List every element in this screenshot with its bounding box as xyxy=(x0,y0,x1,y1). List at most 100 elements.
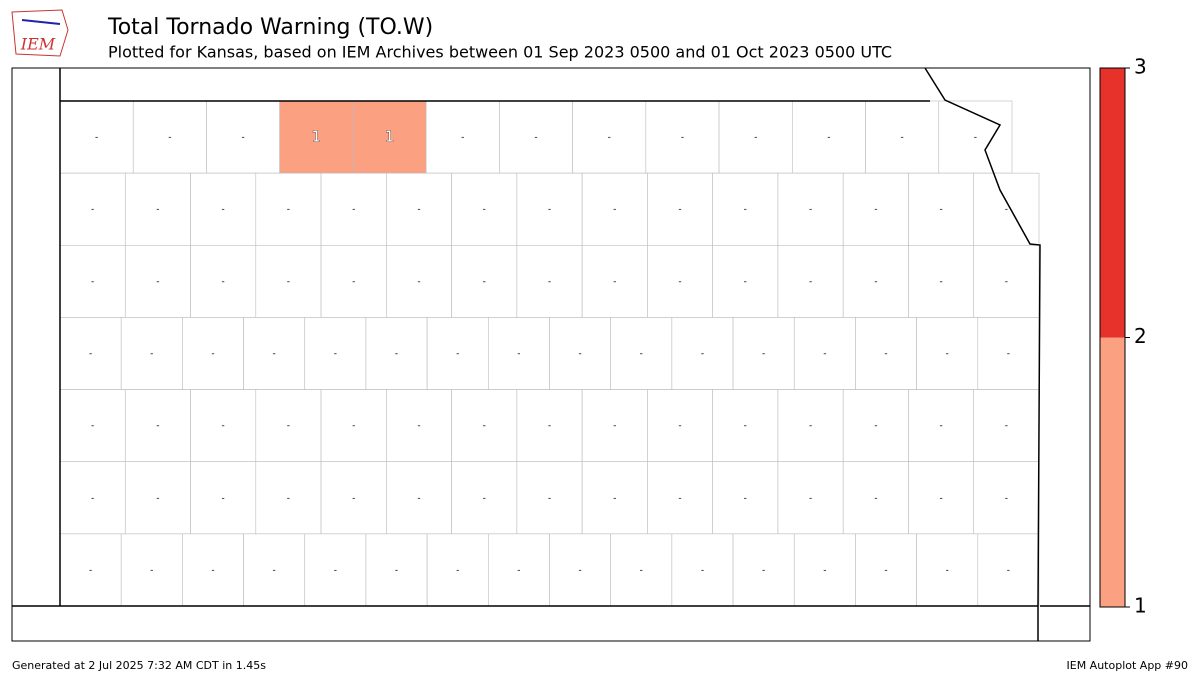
county-label: - xyxy=(91,493,94,503)
county xyxy=(865,100,940,174)
county xyxy=(206,100,280,174)
county xyxy=(908,244,975,318)
county xyxy=(124,172,191,246)
county-label: - xyxy=(168,133,171,143)
county-label: - xyxy=(744,277,747,287)
county-label: - xyxy=(156,277,159,287)
county xyxy=(572,100,647,174)
county xyxy=(610,317,673,390)
county-label: - xyxy=(156,205,159,215)
county xyxy=(124,461,191,535)
county xyxy=(793,533,856,607)
county xyxy=(320,461,387,535)
county xyxy=(855,317,917,390)
county xyxy=(365,317,428,390)
county-label: - xyxy=(744,493,747,503)
county xyxy=(647,244,713,318)
county xyxy=(777,461,844,535)
county-label: - xyxy=(334,349,337,359)
county xyxy=(190,172,257,246)
county-label: - xyxy=(874,421,877,431)
county-label: - xyxy=(91,277,94,287)
county xyxy=(647,389,713,463)
county xyxy=(426,533,489,607)
county-label: - xyxy=(874,277,877,287)
county xyxy=(516,461,583,535)
county xyxy=(973,244,1040,318)
logo-text: IEM xyxy=(20,35,56,54)
county xyxy=(255,389,322,463)
county-label: - xyxy=(91,205,94,215)
county xyxy=(499,100,573,174)
county-label: - xyxy=(287,205,290,215)
county-label: - xyxy=(417,205,420,215)
county-label: - xyxy=(222,421,225,431)
county xyxy=(182,317,244,390)
county xyxy=(916,317,979,390)
county-label: - xyxy=(946,565,949,575)
map-frame xyxy=(11,67,1091,642)
county xyxy=(386,461,452,535)
county-label: - xyxy=(1005,205,1008,215)
county-label: - xyxy=(287,421,290,431)
county-label: - xyxy=(613,421,616,431)
county xyxy=(255,461,322,535)
county-label: - xyxy=(823,349,826,359)
county-label: - xyxy=(678,277,681,287)
county xyxy=(549,317,611,390)
title: Total Tornado Warning (TO.W) xyxy=(107,15,433,40)
county-label: - xyxy=(417,493,420,503)
county-label: - xyxy=(352,277,355,287)
county xyxy=(59,461,126,535)
county-label: - xyxy=(681,133,684,143)
county-label: - xyxy=(1005,493,1008,503)
county-label: - xyxy=(156,493,159,503)
county xyxy=(451,244,518,318)
county-label: - xyxy=(1007,349,1010,359)
county xyxy=(243,533,306,607)
county xyxy=(304,533,367,607)
county xyxy=(792,100,866,174)
county xyxy=(516,172,583,246)
county-label: - xyxy=(678,421,681,431)
county-label: - xyxy=(150,565,153,575)
county-label: - xyxy=(939,277,942,287)
county xyxy=(59,172,126,246)
county-label: - xyxy=(461,133,464,143)
county-label: - xyxy=(287,277,290,287)
county-label: - xyxy=(456,349,459,359)
county xyxy=(279,100,354,174)
county-label: - xyxy=(901,133,904,143)
colorbar-tick-label: 1 xyxy=(1134,594,1147,618)
county-label: - xyxy=(273,349,276,359)
county xyxy=(581,172,648,246)
county-label: - xyxy=(1005,421,1008,431)
county-label: - xyxy=(809,205,812,215)
county-label: - xyxy=(939,205,942,215)
county xyxy=(647,172,713,246)
county xyxy=(451,172,518,246)
county-label: - xyxy=(483,277,486,287)
county xyxy=(124,389,191,463)
county xyxy=(120,533,183,607)
county xyxy=(977,317,1040,390)
county-label: - xyxy=(946,349,949,359)
county-label: - xyxy=(823,565,826,575)
county-label: - xyxy=(95,133,98,143)
county-label: - xyxy=(211,349,214,359)
county xyxy=(645,100,720,174)
county xyxy=(320,244,387,318)
county-label: - xyxy=(222,277,225,287)
logo-mark xyxy=(21,19,61,25)
county xyxy=(671,533,734,607)
county-label: - xyxy=(701,565,704,575)
county xyxy=(777,172,844,246)
county xyxy=(855,533,917,607)
county-label: - xyxy=(334,565,337,575)
county-label: - xyxy=(548,493,551,503)
county xyxy=(842,244,909,318)
county xyxy=(712,244,779,318)
county xyxy=(712,172,779,246)
county-label: - xyxy=(222,205,225,215)
